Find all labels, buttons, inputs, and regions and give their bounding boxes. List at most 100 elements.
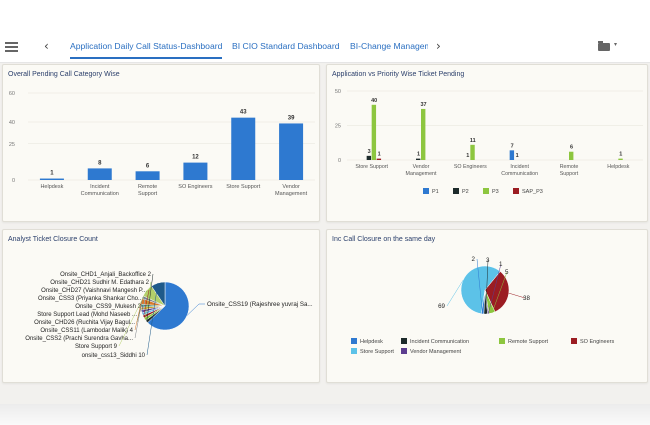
y-tick-label: 50 (335, 89, 341, 95)
x-tick-label: Support (138, 191, 158, 197)
data-label: 7 (511, 143, 514, 149)
slice-label: Onsite_CHD26 (Ruchita Vijay Bagul... (34, 320, 135, 326)
tab-scroll-left-button[interactable]: ‹ (44, 39, 49, 53)
leader-line (488, 263, 502, 314)
x-tick-label: Communication (501, 171, 538, 177)
data-label: 6 (146, 163, 150, 169)
bar (371, 104, 377, 160)
x-tick-label: Store Support (226, 184, 260, 190)
legend-swatch (453, 188, 459, 194)
legend-label: P3 (492, 189, 499, 195)
bar (416, 158, 421, 160)
slice-label: 3 (486, 257, 490, 264)
leader-line (134, 297, 143, 339)
bar (421, 108, 426, 160)
legend-swatch (513, 188, 519, 194)
y-tick-label: 25 (9, 142, 15, 148)
slice-label: Onsite_CSS2 (Prachi Surendra Gavha... (25, 336, 133, 342)
data-label: 43 (240, 110, 247, 116)
legend-label: Store Support (360, 349, 394, 355)
data-label: 6 (570, 145, 573, 151)
leader-line (508, 292, 526, 299)
slice-label: Store Support Lead (Mohd Naseeb ... (37, 312, 137, 318)
legend-swatch (401, 348, 407, 354)
folder-icon[interactable] (598, 41, 610, 51)
x-tick-label: Helpdesk (40, 184, 63, 190)
x-tick-label: Helpdesk (607, 164, 629, 170)
y-tick-label: 40 (9, 120, 15, 126)
inc-closure-pie-chart: 69 38 51 3 2 Helpdesk Incident Communication Re… (351, 256, 614, 355)
legend-label: Incident Communication (410, 339, 469, 345)
x-tick-label: Store Support (355, 164, 388, 170)
x-tick-label: SO Engineers (454, 164, 487, 170)
bar (183, 162, 208, 180)
hamburger-menu-icon[interactable] (5, 42, 18, 52)
tab-bi-cio-standard[interactable]: BI CIO Standard Dashboard (232, 41, 340, 51)
leader-line (118, 290, 147, 347)
x-tick-label: Management (275, 191, 308, 197)
x-tick-label: Remote (138, 184, 157, 190)
panel-title: Application vs Priority Wise Ticket Pend… (332, 71, 465, 78)
bottom-fade (0, 404, 650, 425)
y-tick-label: 0 (12, 178, 15, 184)
legend-swatch (571, 338, 577, 344)
x-tick-label: Support (560, 171, 579, 177)
slice-label: 38 (523, 295, 530, 302)
panel-overall-pending-call: Overall Pending Call Category Wise 0 25 40… (2, 64, 320, 222)
data-label: 1 (619, 152, 622, 158)
x-tick-label: Incident (510, 164, 529, 170)
slice-label: Onsite_CHD1_Anjali_Backoffice 2 (60, 272, 152, 278)
panel-inc-call-closure-same-day: Inc Call Closure on the same day 69 38 5 1 3… (326, 229, 648, 383)
slice-label: Onsite_CHD27 (Vaishnavi Mangesh P... (41, 288, 147, 294)
slice-label: Onsite_CSS19 (Rajeshree yuvraj Sa... (207, 301, 313, 308)
legend-label: Vendor Management (410, 349, 462, 355)
bar (366, 155, 372, 160)
data-label: 1 (466, 153, 469, 159)
leader-line (186, 303, 205, 316)
bar (618, 158, 623, 160)
panel-title: Inc Call Closure on the same day (332, 236, 436, 243)
bar (87, 168, 112, 180)
slice-label: Onsite_CHD21 Sudhir M. Edathara 2 (50, 280, 149, 286)
bar (231, 117, 256, 180)
pie-slice (460, 265, 501, 314)
data-label: 12 (192, 155, 199, 161)
panel-priority-wise-pending: Application vs Priority Wise Ticket Pend… (326, 64, 648, 222)
dashboard-canvas: Overall Pending Call Category Wise 0 25 40… (0, 63, 650, 410)
data-label: 39 (288, 115, 295, 121)
leader-line (143, 289, 150, 317)
x-tick-label: Remote (560, 164, 579, 170)
tab-bi-change-management[interactable]: BI-Change Managem (350, 41, 428, 51)
x-tick-label: Vendor (413, 164, 430, 170)
bar (376, 158, 382, 160)
slice-label: Onsite_CSS11 (Lambodar Malik) 4 (40, 328, 133, 334)
data-label: 1 (50, 171, 54, 177)
slice-label: Store Support 9 (75, 344, 118, 350)
legend-label: SAP_P3 (522, 189, 543, 195)
legend-swatch (483, 188, 489, 194)
leader-line (142, 297, 146, 315)
legend-swatch (499, 338, 505, 344)
tab-scroll-right-button[interactable]: › (436, 39, 441, 53)
data-label: 37 (420, 102, 426, 108)
legend-label: P2 (462, 189, 469, 195)
folder-dropdown-caret-icon[interactable]: ▾ (614, 42, 618, 48)
data-label: 11 (470, 138, 476, 144)
legend-label: Helpdesk (360, 339, 383, 345)
legend-label: SO Engineers (580, 339, 614, 345)
leader-line (491, 271, 508, 314)
slice-label: onsite_css13_Siddhi 10 (82, 353, 146, 359)
panel-analyst-ticket-closure: Analyst Ticket Closure Count Onsite_CSS1… (2, 229, 320, 383)
leader-line (446, 280, 464, 307)
slice-label: Onsite_CSS9_Mukesh 2 (75, 304, 141, 310)
tab-application-daily-call-status[interactable]: Application Daily Call Status-Dashboard (70, 41, 223, 59)
tab-bi-change-management-wrap: BI-Change Managem (350, 41, 428, 51)
panel-title: Analyst Ticket Closure Count (8, 236, 98, 243)
data-label: 40 (371, 98, 377, 104)
legend-swatch (351, 338, 357, 344)
legend-label: P1 (432, 189, 439, 195)
y-tick-label: 0 (338, 158, 341, 164)
x-tick-label: Management (406, 171, 437, 177)
legend-swatch (423, 188, 429, 194)
